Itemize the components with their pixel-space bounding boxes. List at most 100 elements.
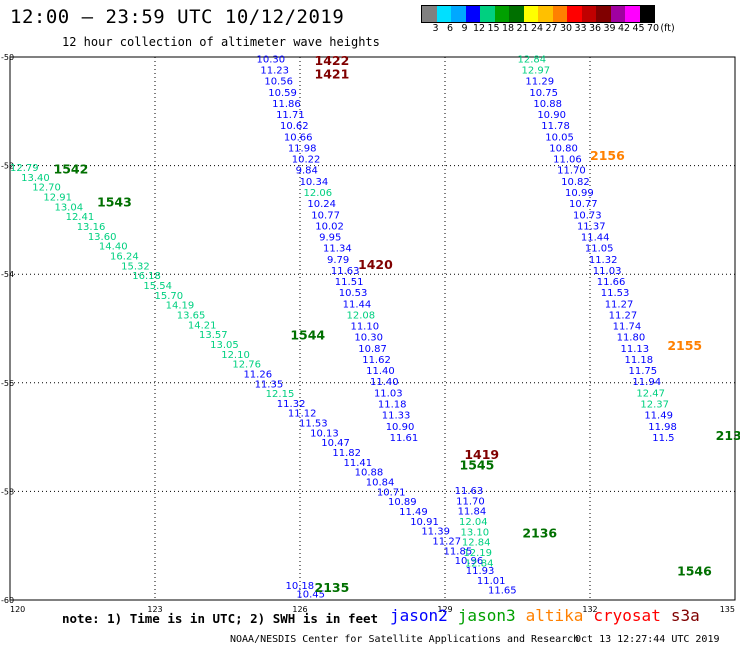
wave-height-value: 12.41 [66,212,95,223]
wave-height-value: 11.98 [288,143,317,154]
wave-height-value: 11.70 [557,166,586,177]
longitude-tick-label: 129 [437,605,452,614]
scale-swatch [581,6,596,22]
wave-height-value: 11.80 [617,333,646,344]
wave-height-value: 10.88 [355,468,384,479]
pass-number-label: 1546 [677,564,712,579]
pass-number-label: 2136 [522,526,557,541]
wave-height-value: 10.87 [358,344,387,355]
latitude-tick-label: -54 [1,270,14,279]
wave-height-value: 12.04 [459,517,488,528]
scale-swatch [451,6,466,22]
wave-height-value: 10.56 [264,77,293,88]
pass-number-label: 1421 [315,67,350,82]
wave-height-value: 10.77 [569,199,598,210]
pass-number-label: 1542 [54,162,89,177]
wave-height-value: 11.66 [597,277,626,288]
wave-height-tracks: 10.3011.2310.5610.5911.8611.7110.6210.66… [10,54,677,600]
wave-height-value: 12.19 [463,548,492,559]
wave-height-value: 10.89 [388,497,417,508]
units-note: note: 1) Time is in UTC; 2) SWH is in fe… [62,611,379,626]
wave-height-value: 10.47 [321,438,350,449]
wave-height-value: 10.45 [296,590,325,601]
scale-label: 36 [588,23,602,34]
scale-swatch [552,6,567,22]
satellite-altika: altika [525,606,584,625]
wave-height-value: 10.82 [561,177,590,188]
wave-height-value: 11.63 [455,486,484,497]
wave-height-value: 11.23 [260,66,289,77]
wave-height-value: 10.80 [549,143,578,154]
longitude-tick-label: 135 [720,605,735,614]
wave-height-value: 11.44 [343,299,372,310]
scale-swatch [509,6,524,22]
wave-height-value: 11.71 [276,110,305,121]
wave-height-value: 12.84 [518,54,547,65]
wave-height-value: 12.06 [303,188,332,199]
wave-height-value: 11.35 [255,379,284,390]
longitude-tick-label: 120 [10,605,25,614]
scale-swatch [538,6,553,22]
wave-height-value: 11.98 [648,422,677,433]
wave-height-value: 11.18 [378,400,407,411]
scale-label: 45 [632,23,645,34]
wave-height-value: 11.37 [577,221,606,232]
wave-height-value: 12.84 [462,538,491,549]
scale-swatch [596,6,611,22]
wave-height-value: 15.54 [143,281,172,292]
wave-height-value: 11.93 [466,566,495,577]
pass-number-label: 1545 [460,458,495,473]
wave-height-value: 11.03 [374,388,403,399]
wave-height-value: 15.70 [155,291,184,302]
wave-height-value: 12.79 [10,163,39,174]
scale-label: 27 [545,23,558,34]
scale-swatch [610,6,625,22]
wave-height-value: 11.74 [613,322,642,333]
wave-height-value: 11.51 [335,277,364,288]
wave-height-value: 11.70 [456,496,485,507]
wave-height-value: 11.10 [350,322,379,333]
wave-height-value: 9.84 [296,166,318,177]
scale-label: 30 [559,23,573,34]
wave-height-value: 10.84 [366,478,395,489]
wave-height-value: 10.90 [386,422,415,433]
wave-height-scale-labels: 3 6 9 12 15 18 21 24 27 30 33 36 39 42 45 70 (ft) [421,23,731,35]
wave-height-value: 12.47 [636,388,665,399]
wave-height-value: 10.13 [310,428,339,439]
wave-height-value: 11.65 [488,586,517,597]
scale-label: 3 [432,23,439,34]
scale-label: 24 [530,23,544,34]
scale-label: 70 [646,23,660,34]
wave-height-value: 11.01 [477,576,506,587]
wave-height-value: 13.57 [199,330,228,341]
wave-height-value: 10.77 [311,210,340,221]
scale-swatch [567,6,582,22]
wave-height-value: 12.37 [640,400,669,411]
wave-height-value: 16.24 [110,251,139,262]
wave-height-value: 11.34 [323,244,352,255]
latitude-tick-label: -56 [1,379,14,388]
wave-height-value: 15.32 [121,261,150,272]
wave-height-value: 11.33 [382,411,411,422]
wave-height-value: 14.19 [166,301,195,312]
wave-height-value: 13.16 [77,222,106,233]
pass-number-label: 1543 [97,194,132,209]
wave-height-value: 10.22 [292,155,321,166]
wave-height-value: 11.49 [644,411,673,422]
wave-height-value: 11.84 [458,507,487,518]
wave-height-value: 10.90 [537,110,566,121]
latitude-tick-label: -60 [1,596,14,605]
scale-label: 39 [603,23,616,34]
scale-swatch [480,6,495,22]
wave-height-value: 12.10 [221,350,250,361]
wave-height-value: 10.66 [284,132,313,143]
latitude-tick-label: -52 [1,162,14,171]
wave-height-value: 10.02 [315,221,344,232]
wave-height-value: 13.40 [21,173,50,184]
wave-height-value: 11.32 [589,255,618,266]
scale-swatch [436,6,451,22]
satellite-cryosat: cryosat [593,606,661,625]
scale-label: 6 [446,23,454,34]
wave-height-value: 10.59 [268,88,297,99]
